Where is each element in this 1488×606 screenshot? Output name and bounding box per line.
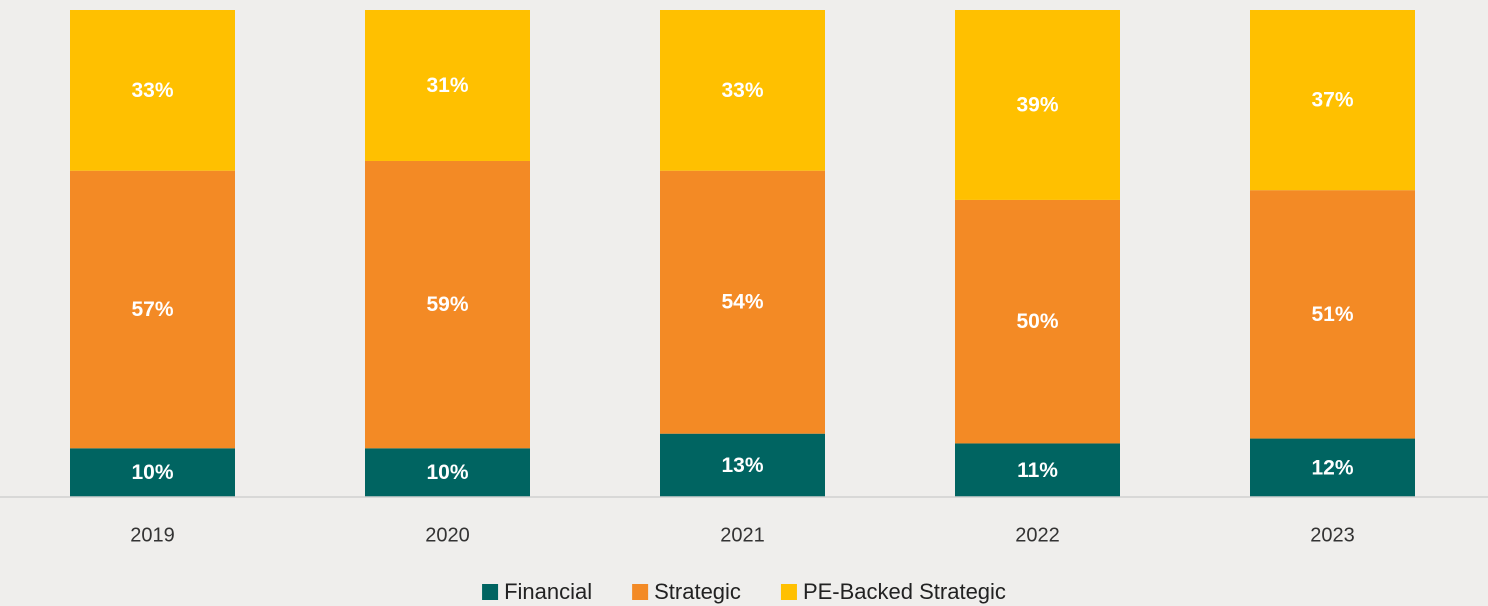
data-label: 39% — [1016, 94, 1058, 117]
legend-swatch — [780, 584, 797, 600]
data-label: 10% — [131, 461, 173, 484]
data-label: 33% — [721, 79, 763, 102]
bar-segment — [660, 10, 825, 171]
bar-segment — [70, 170, 235, 449]
x-tick-label: 2019 — [130, 524, 175, 546]
data-label: 57% — [131, 298, 173, 321]
x-tick-label: 2022 — [1015, 524, 1060, 546]
data-label: 59% — [426, 293, 468, 316]
bar-segment — [955, 10, 1120, 200]
bar-segment — [660, 433, 825, 497]
bar-segment — [365, 448, 530, 497]
bar-segment — [955, 199, 1120, 444]
bar-segment — [1250, 438, 1415, 497]
data-label: 10% — [426, 461, 468, 484]
data-label: 31% — [426, 74, 468, 97]
bar-segment — [1250, 10, 1415, 191]
data-label: 11% — [1017, 459, 1058, 482]
bar-segment — [660, 170, 825, 434]
data-label: 33% — [131, 79, 173, 102]
legend-swatch — [632, 584, 649, 600]
legend-label: Strategic — [654, 579, 741, 604]
bar-segment — [365, 160, 530, 449]
data-label: 51% — [1311, 303, 1353, 326]
x-tick-label: 2021 — [720, 524, 765, 546]
data-label: 13% — [721, 454, 763, 477]
bar-segment — [70, 10, 235, 171]
legend-swatch — [482, 584, 499, 600]
bar-segment — [365, 10, 530, 161]
x-tick-label: 2023 — [1310, 524, 1355, 546]
legend-label: Financial — [504, 579, 592, 604]
data-label: 37% — [1311, 89, 1353, 112]
x-tick-label: 2020 — [425, 524, 470, 546]
bar-segment — [955, 443, 1120, 497]
data-label: 50% — [1016, 310, 1058, 333]
bar-segment — [1250, 190, 1415, 439]
data-label: 54% — [721, 291, 763, 314]
legend-label: PE-Backed Strategic — [803, 579, 1006, 604]
data-label: 12% — [1311, 456, 1353, 479]
bar-segment — [70, 448, 235, 497]
